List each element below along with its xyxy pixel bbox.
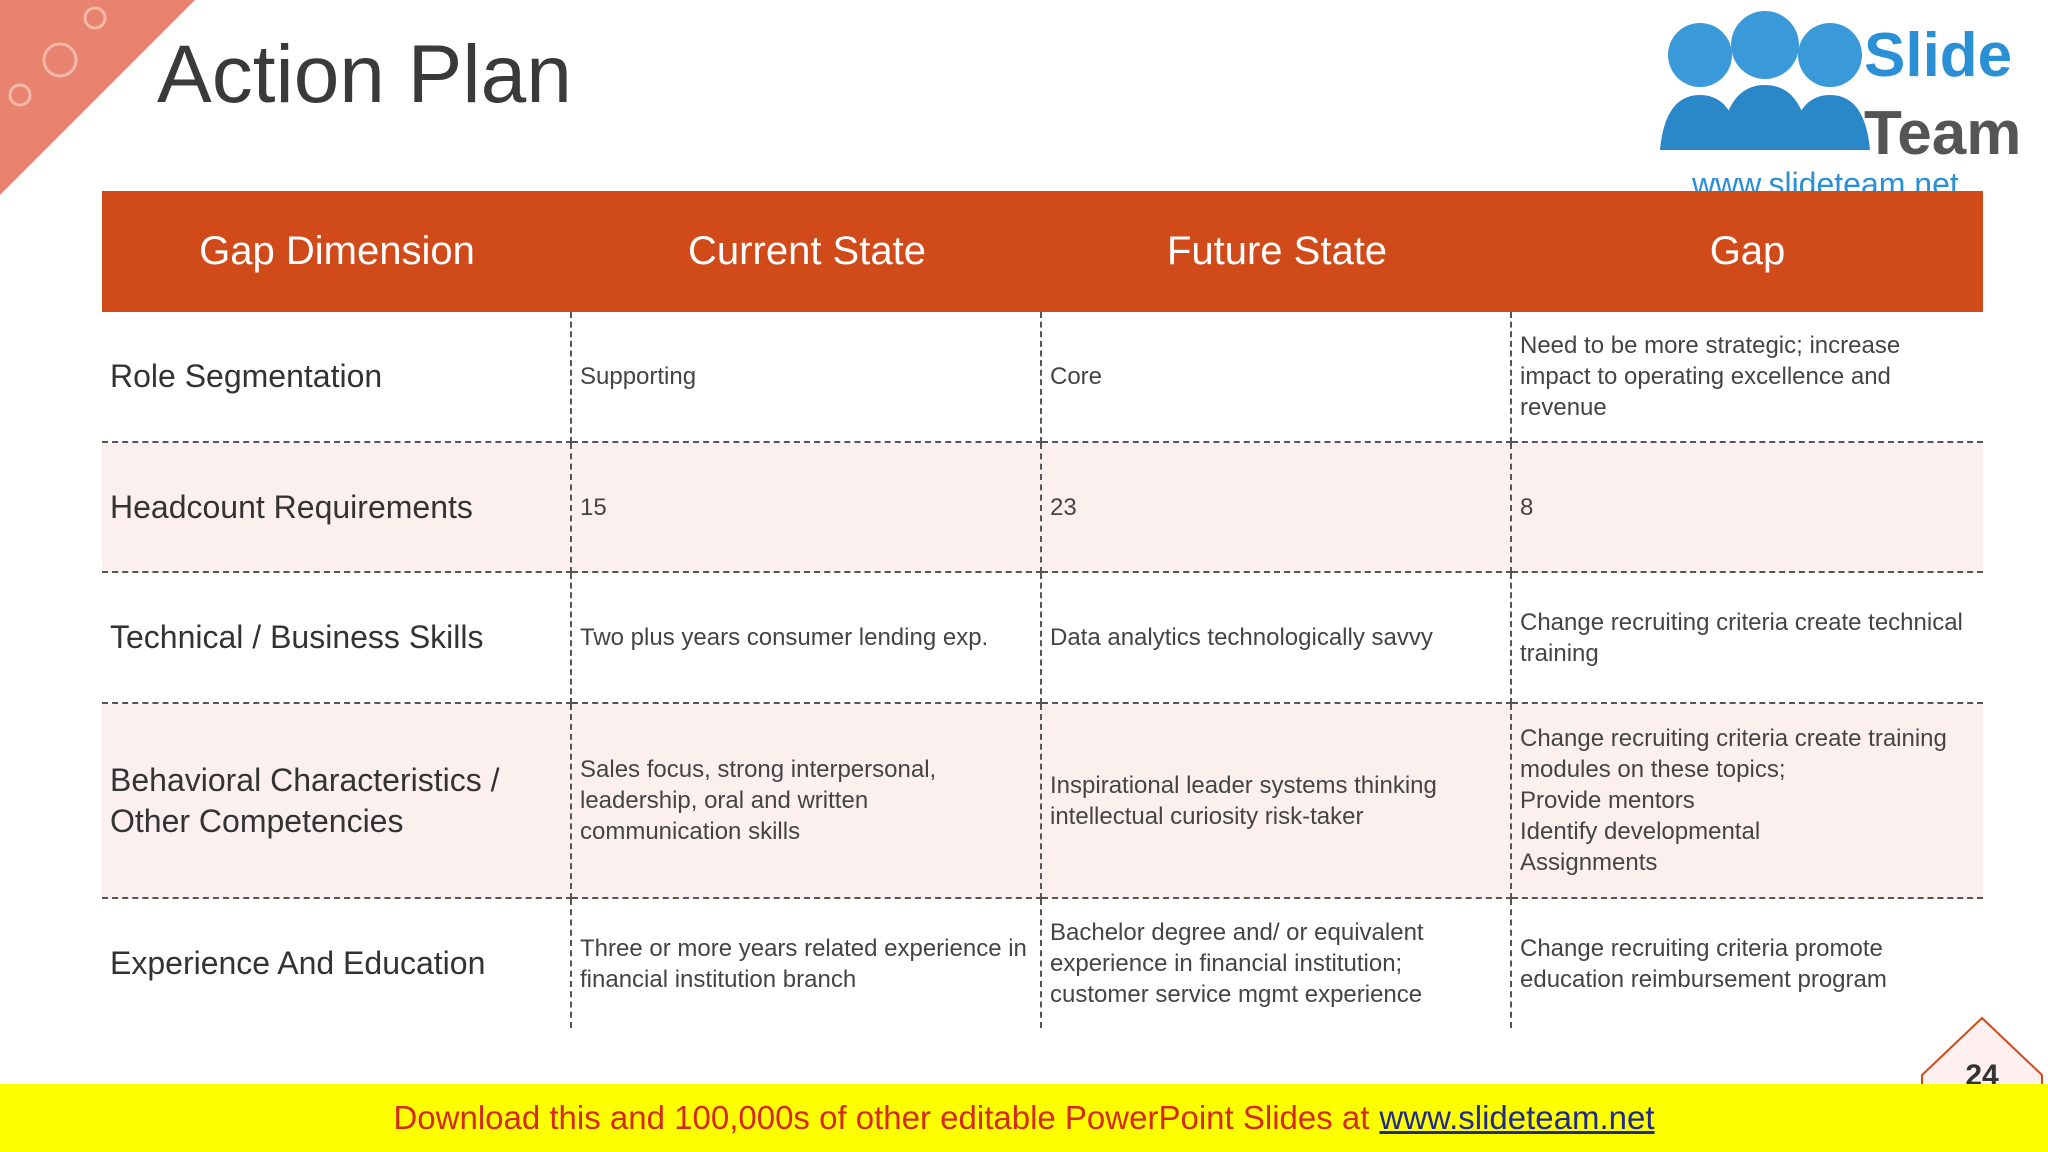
table-cell: Three or more years related experience i… (572, 899, 1042, 1028)
table-cell: Inspirational leader systems thinking in… (1042, 704, 1512, 899)
table-cell: Core (1042, 312, 1512, 443)
table-cell: Bachelor degree and/ or equivalent exper… (1042, 899, 1512, 1028)
table-cell: Data analytics technologically savvy (1042, 573, 1512, 704)
cell-text: Experience And Education (110, 945, 486, 981)
table-cell: 15 (572, 443, 1042, 573)
cell-text: 23 (1050, 493, 1077, 521)
table-cell: 8 (1512, 443, 1983, 573)
cell-text: Inspirational leader systems thinking in… (1050, 771, 1437, 830)
logo: Slide Team www.slideteam.net (1640, 10, 2038, 202)
cell-text: Identify developmental (1520, 818, 1761, 845)
table-cell: Change recruiting criteria create techni… (1512, 573, 1983, 704)
cell-text: Two plus years consumer lending exp. (580, 624, 989, 651)
cell-text: 15 (580, 493, 607, 521)
cell-text: Data analytics technologically savvy (1050, 624, 1433, 651)
logo-icon (1660, 11, 1870, 150)
row-label: Role Segmentation (102, 312, 572, 443)
logo-word: Team (1864, 99, 2022, 168)
table-cell: Supporting (572, 312, 1042, 443)
action-plan-table: Gap Dimension Current State Future State Ga… (102, 191, 1983, 1028)
cell-text: 8 (1520, 493, 1534, 521)
column-header: Gap (1512, 191, 1983, 312)
slide-title: Action Plan (157, 29, 572, 120)
cell-text: Change recruiting criteria promote educa… (1520, 934, 1887, 993)
row-label: Technical / Business Skills (102, 573, 572, 704)
table-cell: Change recruiting criteria create traini… (1512, 704, 1983, 899)
banner-text: Download this and 100,000s of other edit… (393, 1099, 1370, 1136)
table-cell: Change recruiting criteria promote educa… (1512, 899, 1983, 1028)
cell-text: Provide mentors (1520, 787, 1695, 814)
banner-link[interactable]: www.slideteam.net (1379, 1099, 1655, 1136)
logo-word: Slide (1864, 21, 2013, 90)
table-cell: Two plus years consumer lending exp. (572, 573, 1042, 704)
cell-text: Bachelor degree and/ or equivalent exper… (1050, 919, 1424, 1008)
cell-text: Role Segmentation (110, 358, 383, 394)
row-label: Behavioral Characteristics / Other Compe… (102, 704, 572, 899)
cell-text: Headcount Requirements (110, 488, 473, 525)
cell-text: Core (1050, 363, 1103, 390)
cell-text: Sales focus, strong interpersonal, leade… (580, 756, 937, 845)
column-header: Gap Dimension (102, 191, 572, 312)
cell-text: Change recruiting criteria create traini… (1520, 725, 1947, 783)
table-cell: Sales focus, strong interpersonal, leade… (572, 704, 1042, 899)
cell-text: Need to be more strategic; increase impa… (1520, 332, 1901, 421)
table-cell: Need to be more strategic; increase impa… (1512, 312, 1983, 443)
row-label: Experience And Education (102, 899, 572, 1028)
download-banner: Download this and 100,000s of other edit… (0, 1084, 2048, 1152)
page-number-badge: 24 (1921, 1016, 2043, 1085)
corner-decoration (0, 0, 195, 195)
cell-text: Supporting (580, 363, 697, 390)
column-header: Current State (572, 191, 1042, 312)
table-cell: 23 (1042, 443, 1512, 573)
column-header: Future State (1042, 191, 1512, 312)
row-label: Headcount Requirements (102, 443, 572, 573)
cell-text: Three or more years related experience i… (580, 934, 1027, 993)
cell-text: Assignments (1520, 849, 1658, 876)
cell-text: Change recruiting criteria create techni… (1520, 608, 1963, 667)
cell-text: Technical / Business Skills (110, 619, 484, 655)
page-number: 24 (1965, 1059, 1999, 1085)
cell-text: Behavioral Characteristics / Other Compe… (110, 761, 500, 839)
